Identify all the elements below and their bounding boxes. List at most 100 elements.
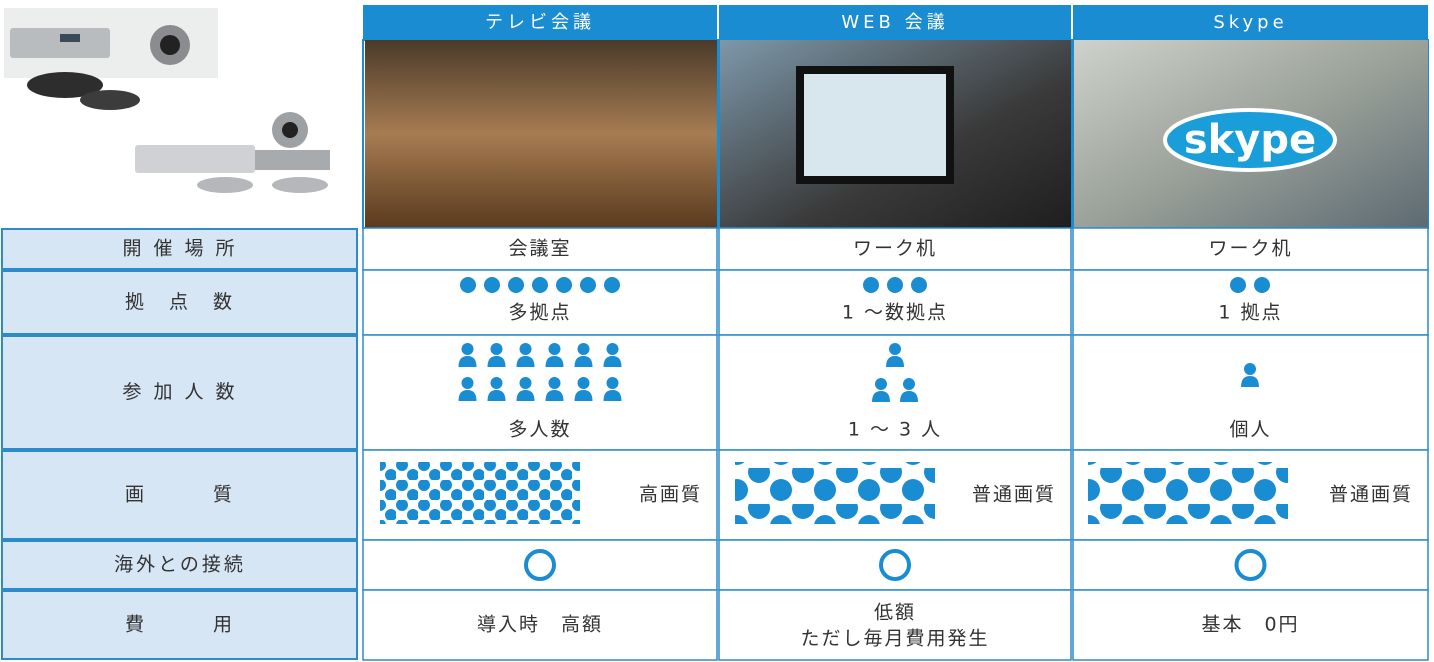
row-label-cell [1,270,358,335]
cell [1072,269,1429,336]
cell-text: 普通画質 [972,484,1056,506]
cell [1072,227,1429,271]
person-body [516,356,535,367]
cell-text: 導入時 高額 [477,614,603,636]
site-dot [508,277,524,293]
row-label-cell [1,540,358,590]
site-dot [460,277,476,293]
available-ring [524,549,556,581]
person-body [574,356,593,367]
site-dot [532,277,548,293]
person-body [487,356,506,367]
person-body [545,356,564,367]
site-dot [604,277,620,293]
cell [718,227,1072,271]
person-head [548,343,561,355]
person-head [577,377,590,389]
cell-text: 高画質 [639,484,702,506]
row-label: 費 用 [125,614,235,636]
person-body [603,390,622,401]
tv-conference-photo [365,40,717,228]
column-header-text: テレビ会議 [485,12,595,33]
quality-pattern [735,462,935,524]
person-body [516,390,535,401]
quality-pattern [380,462,580,524]
cell [362,334,718,451]
person-head [606,343,619,355]
row-label-cell [1,450,358,540]
person-head [461,343,474,355]
available-ring [1234,549,1267,581]
column-header-text: Skype [1213,12,1287,33]
site-dot [887,277,903,293]
cell [718,539,1072,591]
cell-text: 低額 [874,602,916,624]
row-label-cell [1,335,358,450]
quality-pattern [1088,462,1288,524]
cell [362,227,718,271]
person-body [900,391,918,402]
person-head [606,377,619,389]
person-body [872,391,890,402]
person-head [1244,363,1256,375]
person-head [461,377,474,389]
person-body [574,390,593,401]
cell-text: 1 〜 3 人 [848,419,942,441]
column-header [363,5,717,40]
equipment-image [4,8,330,193]
row-label: 海外との接続 [114,554,246,576]
cell [718,589,1072,661]
person-body [458,356,477,367]
cell [362,539,718,591]
cell-text: 会議室 [508,238,571,260]
site-dot [1254,277,1270,293]
cell-text: ワーク机 [853,238,937,260]
cell-text: 普通画質 [1329,484,1413,506]
column-header [719,5,1071,40]
skype-logo-text: skype [1184,117,1316,163]
available-ring [879,549,911,581]
row-label: 画 質 [125,484,235,506]
person-body [487,390,506,401]
cell-text: 多人数 [508,419,571,441]
cell [1072,539,1429,591]
person-head [903,378,915,390]
site-dot [580,277,596,293]
site-dot [911,277,927,293]
person-head [519,343,532,355]
site-dot [1230,277,1246,293]
column-header-text: WEB 会議 [841,12,948,33]
cell-text: ただし毎月費用発生 [800,628,989,650]
row-label: 開 催 場 所 [122,238,237,260]
monitor [796,66,954,184]
cell [1072,589,1429,661]
person-head [577,343,590,355]
row-label: 拠 点 数 [125,291,235,313]
person-body [545,390,564,401]
cell-text: 1 〜数拠点 [842,302,948,324]
person-body [458,390,477,401]
column-header [1073,5,1428,40]
row-label: 参 加 人 数 [122,381,237,403]
site-dot [484,277,500,293]
person-body [603,356,622,367]
person-head [889,343,901,355]
site-dot [556,277,572,293]
row-label-cell [1,228,358,270]
person-body [886,356,904,367]
site-dot [863,277,879,293]
person-head [490,377,503,389]
cell-text: 多拠点 [508,302,571,324]
cell [362,589,718,661]
person-body [1241,376,1259,387]
person-head [490,343,503,355]
person-head [875,378,887,390]
cell-text: 個人 [1229,419,1271,441]
person-head [548,377,561,389]
cell-text: 基本 0円 [1201,614,1299,636]
cell [1072,334,1429,451]
row-label-cell [1,590,358,660]
person-head [519,377,532,389]
skype-logo [1163,108,1337,172]
